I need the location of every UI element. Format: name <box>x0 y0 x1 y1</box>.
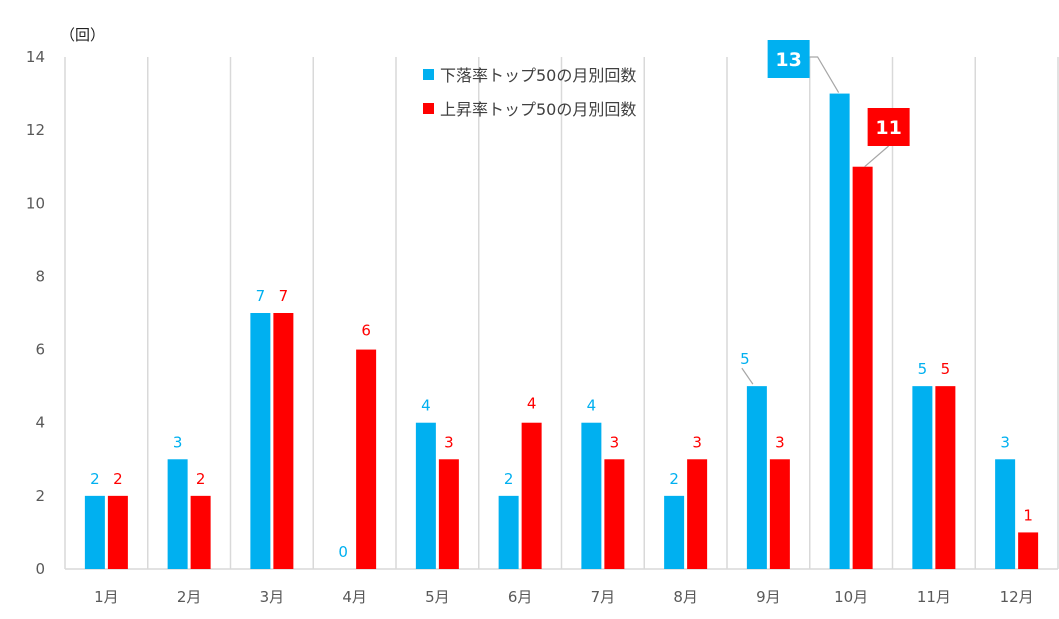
bar <box>935 386 956 569</box>
x-axis: 1月 2月 3月 4月 5月 6月 7月 8月 9月 10月 11月 12月 <box>94 588 1034 606</box>
bar <box>604 459 625 569</box>
bars <box>84 93 1039 570</box>
x-tick-label: 6月 <box>508 588 533 606</box>
data-label: 2 <box>504 470 514 488</box>
y-tick-label: 0 <box>35 560 45 578</box>
callout-leader-line <box>809 56 840 93</box>
bar <box>829 93 850 570</box>
data-label: 5 <box>941 360 951 378</box>
data-label: 4 <box>527 395 537 413</box>
bar <box>498 495 519 569</box>
x-tick-label: 11月 <box>917 588 951 606</box>
y-axis: 0 2 4 6 8 10 12 14 <box>26 48 45 578</box>
y-tick-label: 12 <box>26 121 45 139</box>
y-tick-label: 14 <box>26 48 45 66</box>
data-label: 1 <box>1023 506 1033 524</box>
bar <box>912 386 933 569</box>
legend-swatch-rise <box>423 103 434 114</box>
y-tick-label: 6 <box>35 341 45 359</box>
bar <box>521 422 542 569</box>
data-label: 5 <box>918 360 928 378</box>
bar <box>664 495 685 569</box>
bar <box>438 459 459 569</box>
data-label: 6 <box>361 322 371 340</box>
y-tick-label: 2 <box>35 487 45 505</box>
y-tick-label: 10 <box>26 194 45 212</box>
data-label: 2 <box>196 470 206 488</box>
bar <box>581 422 602 569</box>
bar <box>250 313 271 569</box>
bar <box>190 495 211 569</box>
data-label: 5 <box>740 350 750 368</box>
bar <box>852 166 873 569</box>
data-label: 3 <box>775 433 785 451</box>
legend-swatch-decline <box>423 69 434 80</box>
legend-label-decline: 下落率トップ50の月別回数 <box>440 66 636 85</box>
bar <box>995 459 1016 569</box>
x-tick-label: 10月 <box>834 588 868 606</box>
label-leader-line <box>741 367 754 385</box>
bar <box>746 386 767 569</box>
data-label: 7 <box>256 287 266 305</box>
y-unit-label: （回） <box>60 26 105 44</box>
bar <box>273 313 294 569</box>
callout-box <box>767 40 810 78</box>
data-label: 3 <box>1000 433 1010 451</box>
x-tick-label: 5月 <box>425 588 450 606</box>
data-label: 2 <box>113 470 123 488</box>
data-label: 7 <box>279 287 289 305</box>
data-label: 2 <box>90 470 100 488</box>
data-label: 0 <box>338 543 348 561</box>
x-tick-label: 1月 <box>94 588 119 606</box>
data-label: 13 <box>775 49 801 71</box>
x-tick-label: 8月 <box>673 588 698 606</box>
data-label: 3 <box>173 433 183 451</box>
bar <box>84 495 105 569</box>
y-tick-label: 8 <box>35 267 45 285</box>
callout-leader-line <box>864 145 890 168</box>
data-label: 3 <box>692 433 702 451</box>
data-label: 3 <box>444 433 454 451</box>
bar <box>167 459 188 569</box>
bar <box>769 459 790 569</box>
x-tick-label: 4月 <box>342 588 367 606</box>
legend: 下落率トップ50の月別回数 上昇率トップ50の月別回数 <box>423 66 636 119</box>
x-tick-label: 9月 <box>756 588 781 606</box>
data-label: 4 <box>421 397 431 415</box>
bar <box>1018 532 1039 569</box>
x-tick-label: 2月 <box>177 588 202 606</box>
bar <box>356 349 377 569</box>
legend-label-rise: 上昇率トップ50の月別回数 <box>440 100 636 119</box>
data-label: 11 <box>875 117 901 139</box>
data-label: 4 <box>587 397 597 415</box>
x-tick-label: 12月 <box>1000 588 1034 606</box>
callout-box <box>867 108 910 146</box>
data-label: 2 <box>669 470 679 488</box>
data-label: 3 <box>610 433 620 451</box>
bar <box>107 495 128 569</box>
bar <box>415 422 436 569</box>
x-tick-label: 3月 <box>260 588 285 606</box>
bar <box>687 459 708 569</box>
y-tick-label: 4 <box>35 414 45 432</box>
x-tick-label: 7月 <box>591 588 616 606</box>
